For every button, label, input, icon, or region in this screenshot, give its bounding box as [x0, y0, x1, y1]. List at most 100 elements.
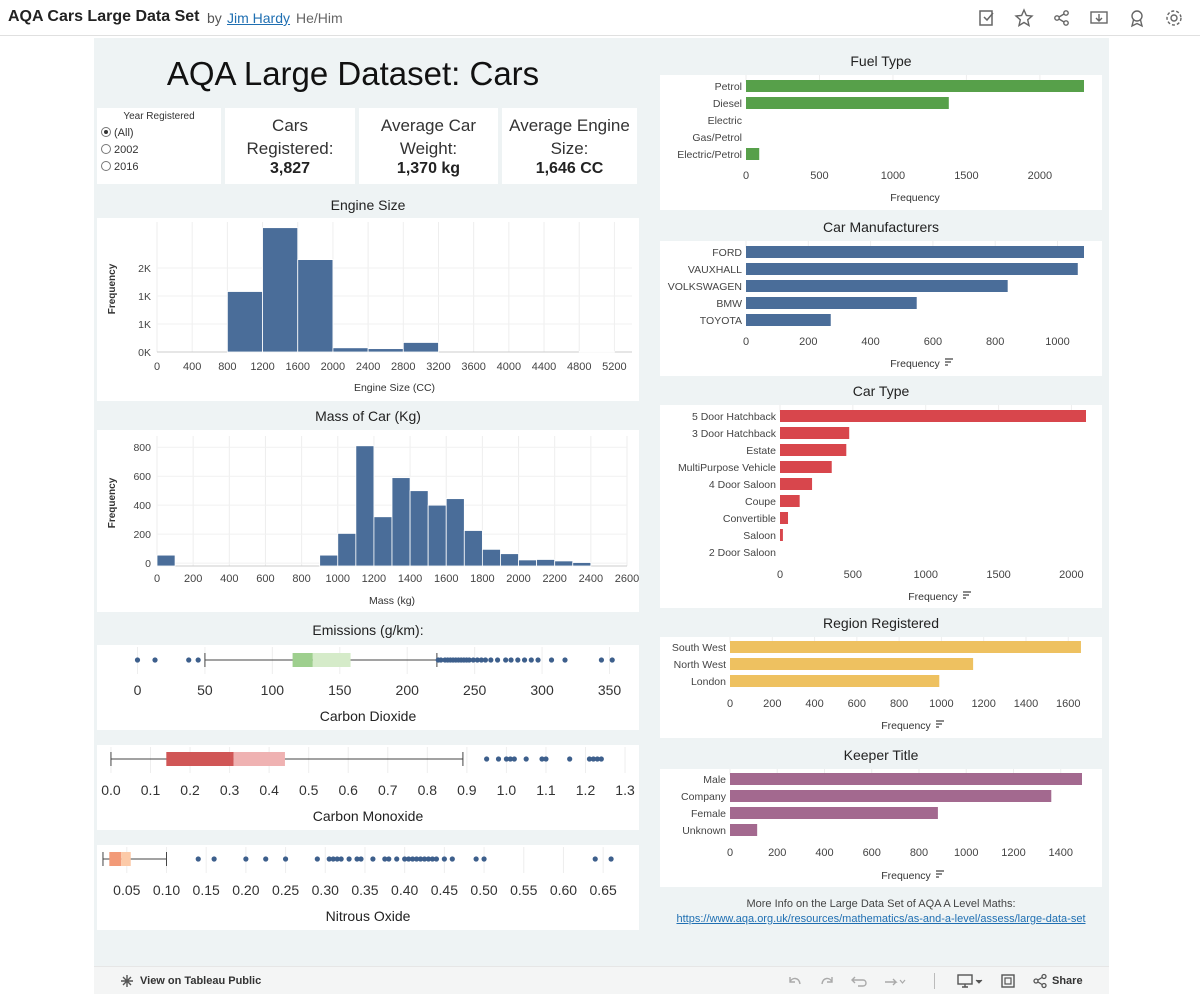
no-boxplot[interactable]: 0.05 0.10 0.15 0.20 0.25 0.30 0.35 0.40 0.45 0.50… — [97, 845, 639, 930]
edit-copy-icon[interactable] — [977, 8, 997, 28]
x-tick-label: 1000 — [326, 573, 350, 585]
bar — [746, 314, 831, 326]
category-label: Convertible — [723, 513, 776, 525]
radio-2016[interactable]: 2016 — [101, 160, 138, 174]
category-label: Electric/Petrol — [677, 149, 742, 161]
mass-histogram[interactable]: 0 200 400 600 800 1000 1200 1400 1600 1800 2000 220… — [97, 430, 639, 612]
outlier-point — [594, 756, 600, 762]
x-tick-label: 0.45 — [431, 882, 458, 898]
histogram-bar — [319, 554, 339, 567]
device-preview-icon[interactable] — [956, 974, 984, 988]
star-icon[interactable] — [1014, 8, 1034, 28]
bar — [746, 246, 1084, 258]
undo-icon[interactable] — [787, 974, 803, 988]
x-tick-label: 350 — [598, 682, 622, 698]
x-axis-label: Frequency — [908, 591, 958, 603]
outlier-point — [473, 856, 479, 862]
co2-boxplot[interactable]: 0 50 100 150 200 250 300 350 Carbon Dioxide — [97, 645, 639, 730]
outlier-point — [346, 856, 352, 862]
x-tick-label: 2000 — [1028, 170, 1052, 182]
radio-all[interactable]: (All) — [101, 126, 134, 140]
x-tick-label: 250 — [463, 682, 487, 698]
refresh-icon[interactable] — [883, 974, 907, 988]
toolbar-divider — [934, 973, 935, 989]
radio-2002[interactable]: 2002 — [101, 143, 138, 157]
fullscreen-icon[interactable] — [1000, 974, 1016, 988]
category-label: Saloon — [743, 530, 776, 542]
outlier-point — [503, 657, 509, 663]
cartype-chart[interactable]: 0 500 1000 1500 2000 5 Door Hatchback 3 Door H… — [660, 405, 1102, 608]
histogram-bar — [463, 530, 483, 567]
histogram-bar — [367, 348, 404, 353]
bar — [780, 529, 783, 541]
share-button[interactable]: Share — [1052, 975, 1083, 987]
x-tick-label: 100 — [261, 682, 285, 698]
x-tick-label: 1000 — [913, 569, 937, 581]
x-tick-label: 1400 — [398, 573, 422, 585]
bar — [746, 148, 760, 160]
more-info-link[interactable]: https://www.aqa.org.uk/resources/mathema… — [676, 913, 1086, 925]
x-tick-label: 2800 — [391, 361, 415, 373]
histogram-bar — [500, 553, 519, 567]
bar — [780, 512, 789, 524]
x-tick-label: 1200 — [971, 698, 995, 710]
x-tick-label: 0 — [727, 847, 733, 859]
x-tick-label: 2600 — [615, 573, 639, 585]
x-tick-label: 0.9 — [457, 782, 477, 798]
badge-icon[interactable] — [1127, 8, 1147, 28]
outlier-point — [282, 856, 289, 862]
x-tick-label: 0.15 — [193, 882, 220, 898]
keeper-chart[interactable]: 0 200 400 600 800 1000 1200 1400 Male Company Fema… — [660, 769, 1102, 887]
outlier-point — [482, 657, 489, 663]
redo-icon[interactable] — [819, 974, 835, 988]
x-axis-label: Frequency — [890, 358, 940, 370]
co-boxplot[interactable]: 0.0 0.1 0.2 0.3 0.4 0.5 0.6 0.7 0.8 0.9 1.0 1.1 1.2 1… — [97, 745, 639, 830]
revert-icon[interactable] — [851, 974, 869, 988]
x-tick-label: 0.8 — [418, 782, 438, 798]
manufacturers-chart-title: Car Manufacturers — [823, 219, 939, 235]
category-label: Electric — [708, 115, 742, 127]
manufacturers-chart[interactable]: 0 200 400 600 800 1000 FORD VAUXHALL VOLKSWAGEN B… — [660, 241, 1102, 376]
box-lower — [109, 852, 122, 866]
x-tick-label: 500 — [810, 170, 828, 182]
x-tick-label: 2400 — [356, 361, 380, 373]
x-tick-label: 800 — [910, 847, 928, 859]
x-tick-label: 2200 — [542, 573, 566, 585]
category-label: 5 Door Hatchback — [692, 411, 777, 423]
kpi-value: 3,827 — [269, 160, 311, 177]
x-tick-label: 0 — [134, 682, 142, 698]
x-tick-label: 4000 — [497, 361, 521, 373]
share-icon[interactable] — [1032, 973, 1048, 989]
share-network-icon[interactable] — [1052, 8, 1072, 28]
x-tick-label: 600 — [256, 573, 274, 585]
x-tick-label: 0.50 — [470, 882, 497, 898]
category-label: MultiPurpose Vehicle — [678, 462, 776, 474]
histogram-bar — [427, 504, 447, 567]
fuel-type-chart[interactable]: 0 500 1000 1500 2000 Petrol Diesel Electric Gas/… — [660, 75, 1102, 210]
region-chart[interactable]: 0 200 400 600 800 1000 1200 1400 1600 South West N… — [660, 637, 1102, 738]
x-tick-label: 1200 — [362, 573, 386, 585]
kpi-label: Cars Registered: — [246, 116, 334, 158]
author-link[interactable]: Jim Hardy — [227, 10, 291, 26]
view-on-tableau-link[interactable]: View on Tableau Public — [140, 975, 262, 987]
gear-icon[interactable] — [1164, 8, 1184, 28]
histogram-bar — [297, 259, 334, 353]
category-label: North West — [674, 659, 726, 671]
outlier-point — [211, 856, 217, 862]
histogram-bar — [355, 445, 375, 567]
histogram-bar — [226, 291, 263, 353]
outlier-point — [334, 856, 340, 862]
outlier-point — [406, 856, 412, 862]
download-icon[interactable] — [1089, 8, 1109, 28]
outlier-point — [488, 657, 494, 663]
histogram-bar — [391, 477, 411, 567]
mass-chart-title: Mass of Car (Kg) — [315, 408, 421, 424]
radio-empty-icon — [101, 144, 111, 154]
engine-size-histogram[interactable]: 0 400 800 1200 1600 2000 2400 2800 3200 3600 4000 4… — [97, 218, 639, 401]
histogram-bar — [572, 562, 592, 567]
histogram-bar — [536, 559, 556, 567]
bar — [780, 461, 832, 473]
histogram-bar — [337, 533, 357, 567]
y-tick-label: 2K — [138, 263, 151, 275]
x-tick-label: 2000 — [1059, 569, 1083, 581]
